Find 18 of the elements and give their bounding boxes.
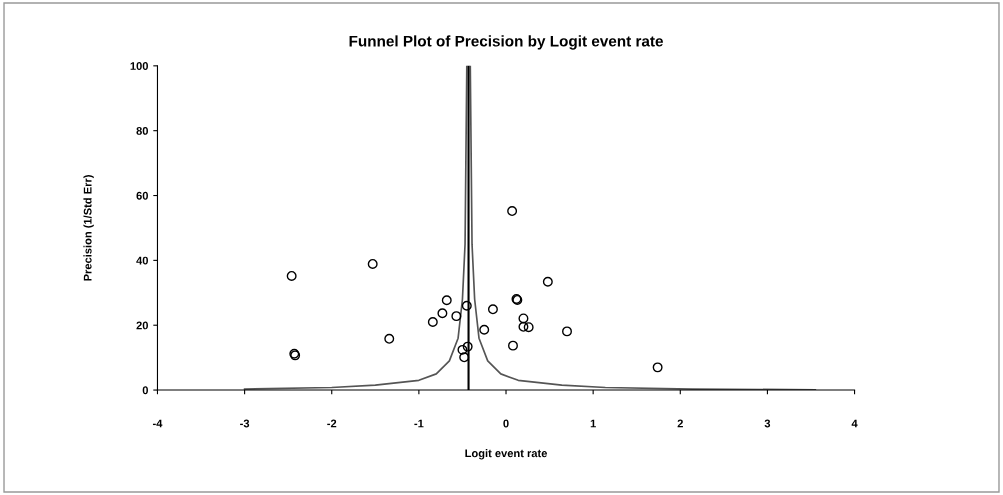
x-tick-label: 1 (590, 419, 596, 428)
x-tick-label: 2 (677, 419, 683, 428)
y-tick-label: 0 (142, 386, 148, 395)
x-tick-label: 0 (503, 419, 509, 428)
x-tick-label: -1 (414, 419, 424, 428)
y-tick-label: 20 (136, 321, 148, 330)
x-tick-label: 4 (851, 419, 858, 428)
x-axis-title: Logit event rate (465, 449, 547, 460)
y-tick-label: 80 (136, 126, 148, 135)
x-tick-label: -4 (152, 419, 163, 428)
x-tick-label: 3 (764, 419, 771, 428)
y-axis-title: Precision (1/Std Err) (83, 175, 94, 281)
y-tick-label: 100 (130, 62, 148, 70)
chart-title: Funnel Plot of Precision by Logit event rate (349, 35, 663, 50)
y-tick-label: 40 (136, 256, 148, 265)
y-tick-label: 60 (136, 191, 148, 200)
x-tick-label: -2 (327, 419, 337, 428)
x-tick-label: -3 (240, 419, 250, 428)
